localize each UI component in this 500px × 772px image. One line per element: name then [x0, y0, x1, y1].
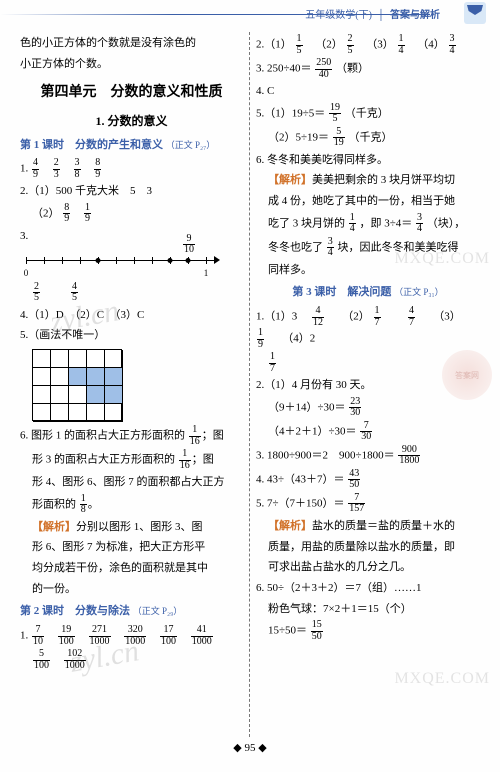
l1-q2a: 2.（1）500 千克大米 5 3 [20, 182, 243, 201]
watermark-mxq-2: MXQE.COM [394, 670, 490, 688]
watermark-logo: 答案网 [442, 350, 492, 400]
header-badge-icon [464, 2, 486, 24]
left-column: 色的小正方体的个数就是没有涂色的 小正方体的个数。 第四单元 分数的意义和性质 … [14, 32, 250, 737]
l3-q4: 4. 43÷（43＋7）＝ 4350 [256, 469, 480, 491]
l3-q6a: 6. 50÷（2＋3＋2）＝7（组）……1 [256, 579, 480, 598]
l1-q1: 1. 49 23 38 89 [20, 158, 243, 180]
header-text: 五年级数学(下) │ 答案与解析 [305, 6, 440, 21]
l3-ana-1: 【解析】盐水的质量＝盐的质量＋水的 [256, 517, 480, 536]
r-q3: 3. 250÷40＝ 25040 （颗） [256, 58, 480, 80]
l3-q2c: （4＋2＋1）÷30＝ 730 [256, 421, 480, 443]
l1-q5: 5.（画法不唯一） [20, 326, 243, 345]
l1-analysis-4: 的一份。 [20, 580, 243, 599]
l2-q1-row1: 1. 710 19100 2711000 3201000 17100 41100… [20, 625, 243, 647]
lesson-3-title: 第 3 课时 解决问题 （正文 P₃₁） [256, 283, 480, 302]
l1-analysis-3: 均分成若干份，涂色的面积就是其中 [20, 559, 243, 578]
l3-q1: 1.（1）3 412 （2） 17 47 （3） 19 （4）2 [256, 306, 480, 350]
section-label: 答案与解析 [390, 10, 440, 21]
carryover-line-1: 色的小正方体的个数就是没有涂色的 [20, 34, 243, 53]
page-number: ◆ 95 ◆ [0, 737, 500, 754]
r-q2: 2.（1） 15 （2） 25 （3） 14 （4） 34 [256, 34, 480, 56]
l1-q4: 4.（1）D （2）C （3）C [20, 306, 243, 325]
l1-q6-line1: 6. 图形 1 的面积占大正方形面积的 116；图 [20, 425, 243, 447]
l1-q6-line4: 形面积的 18。 [20, 494, 243, 516]
l3-q5: 5. 7÷（7＋150）＝ 7157 [256, 493, 480, 515]
r-q4: 4. C [256, 82, 480, 101]
r-ana-2: 成 4 份，她吃了其中的一份，相当于她 [256, 192, 480, 211]
number-line: 01910 [26, 250, 226, 280]
content-columns: 色的小正方体的个数就是没有涂色的 小正方体的个数。 第四单元 分数的意义和性质 … [0, 32, 500, 737]
r-q6: 6. 冬冬和美美吃得同样多。 [256, 151, 480, 170]
grid-figure [32, 349, 122, 421]
unit-title: 第四单元 分数的意义和性质 [20, 81, 243, 105]
carryover-line-2: 小正方体的个数。 [20, 55, 243, 74]
l1-q3-label: 3. [20, 227, 243, 246]
r-q5a: 5.（1）19÷5＝ 195 （千克） [256, 103, 480, 125]
l1-q6-line2: 形 3 的面积占大正方形面积的 116；图 [20, 449, 243, 471]
l3-ana-3: 可求出盐占盐水的几分之几。 [256, 558, 480, 577]
l3-q6b: 粉色气球：7×2＋1＝15（个） [256, 600, 480, 619]
l1-q2b: （2） 89 19 [20, 203, 243, 225]
watermark-mxq-1: MXQE.COM [394, 250, 490, 268]
page-header: 五年级数学(下) │ 答案与解析 [0, 0, 500, 32]
numline-bottom-fracs: 2545 [20, 282, 243, 304]
section-title: 1. 分数的意义 [20, 111, 243, 131]
l2-q1-row2: 5100 1021000 [20, 649, 243, 671]
l1-analysis-2: 形 6、图形 7 为标准，把大正方形平 [20, 538, 243, 557]
r-ana-3: 吃了 3 块月饼的 14 ，即 3÷4＝ 34 （块）， [256, 213, 480, 235]
grade-label: 五年级数学(下) [305, 10, 372, 21]
l3-q3: 3. 1800÷900＝2 900÷1800＝ 9001800 [256, 445, 480, 467]
l3-ana-2: 质量，用盐的质量除以盐水的质量，即 [256, 538, 480, 557]
l1-q6-line3: 形 4、图形 6、图形 7 的面积都占大正方 [20, 473, 243, 492]
r-ana-1: 【解析】美美把剩余的 3 块月饼平均切 [256, 171, 480, 190]
l3-q6c: 15÷50＝ 1550 [256, 620, 480, 642]
lesson-2-title: 第 2 课时 分数与除法 （正文 P₂₉） [20, 602, 243, 621]
l3-q2b: （9＋14）÷30＝ 2330 [256, 397, 480, 419]
r-q5b: （2）5÷19＝ 519 （千克） [256, 127, 480, 149]
lesson-1-title: 第 1 课时 分数的产生和意义 （正文 P₂₇） [20, 136, 243, 155]
l1-analysis-1: 【解析】分别以图形 1、图形 3、图 [20, 518, 243, 537]
